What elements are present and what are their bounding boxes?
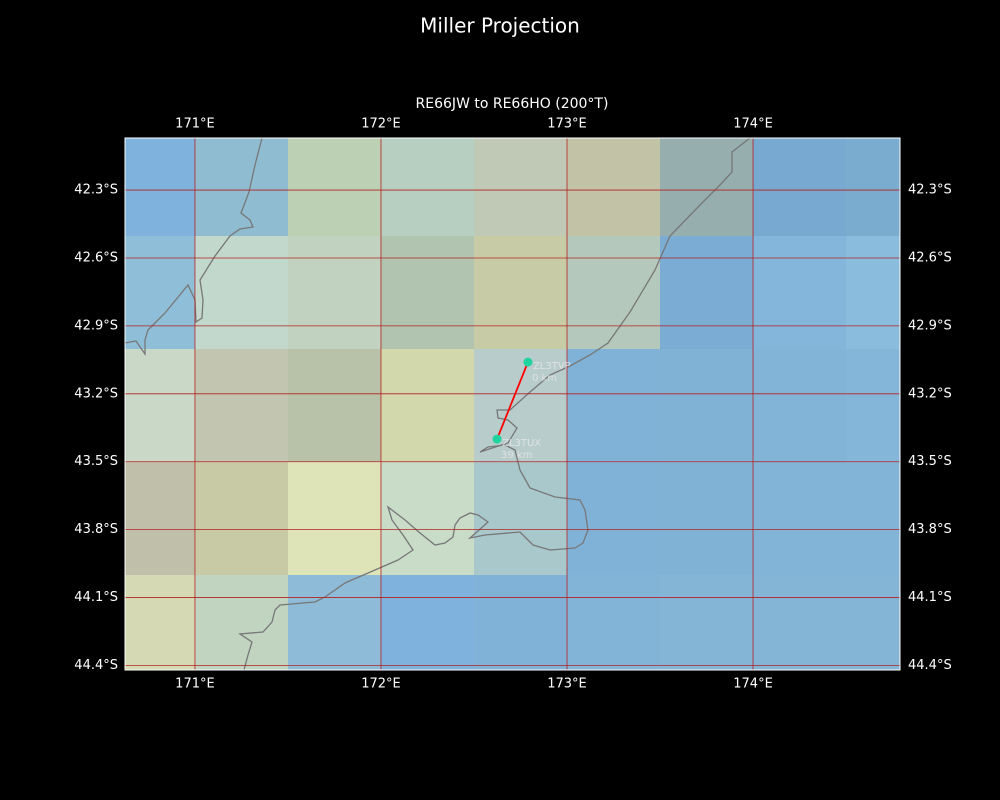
station-name: ZL3TUX — [502, 438, 541, 449]
map-tile — [195, 575, 288, 670]
map-tile — [474, 349, 567, 462]
x-tick-label: 174°E — [733, 117, 773, 132]
x-tick-label: 174°E — [733, 677, 773, 692]
y-tick-label: 43.8°S — [908, 522, 952, 537]
station-distance: 0 km — [532, 373, 557, 384]
map-tile — [195, 349, 288, 462]
map-tile — [381, 462, 474, 575]
map-tile — [846, 138, 900, 236]
map-tile — [125, 462, 195, 575]
y-tick-label: 44.1°S — [908, 590, 952, 605]
map-tile — [567, 349, 660, 462]
map-tile — [660, 138, 753, 236]
y-tick-label: 43.2°S — [908, 386, 952, 401]
map-tile — [288, 349, 381, 462]
map-tile — [381, 236, 474, 349]
map-tile — [125, 349, 195, 462]
map-tile — [125, 575, 195, 670]
map-tile — [125, 236, 195, 349]
x-tick-label: 172°E — [361, 117, 401, 132]
map-tile — [753, 575, 846, 670]
map-frame — [124, 137, 901, 671]
y-tick-label: 43.8°S — [74, 522, 118, 537]
y-tick-label: 42.6°S — [908, 250, 952, 265]
map-tile — [567, 462, 660, 575]
map-tile — [846, 236, 900, 349]
x-tick-label: 173°E — [547, 117, 587, 132]
map-tile — [474, 462, 567, 575]
map-tile — [753, 349, 846, 462]
map-tile — [288, 575, 381, 670]
map-tile — [195, 462, 288, 575]
y-tick-label: 42.9°S — [908, 318, 952, 333]
map-tile — [381, 138, 474, 236]
y-tick-label: 43.5°S — [74, 454, 118, 469]
map-tile — [660, 349, 753, 462]
coastline — [124, 137, 751, 671]
great-circle-path — [496, 361, 529, 440]
map-tile — [381, 575, 474, 670]
map-tile — [660, 462, 753, 575]
map-tile — [195, 236, 288, 349]
map-tile — [474, 575, 567, 670]
station-name: ZL3TVP — [533, 361, 571, 372]
coastline — [238, 137, 751, 671]
map-tile — [288, 236, 381, 349]
coastline — [124, 137, 263, 357]
station-marker — [523, 357, 533, 367]
map-tile — [195, 138, 288, 236]
map-tile — [753, 138, 846, 236]
y-tick-label: 44.1°S — [74, 590, 118, 605]
y-tick-label: 42.3°S — [908, 183, 952, 198]
map-tile — [474, 236, 567, 349]
station-distance: 39 km — [501, 450, 532, 461]
x-tick-label: 173°E — [547, 677, 587, 692]
station-marker — [492, 434, 502, 444]
map-tile — [474, 138, 567, 236]
imagery — [125, 138, 900, 670]
x-tick-label: 172°E — [361, 677, 401, 692]
title: Miller Projection — [420, 14, 580, 38]
y-tick-label: 42.9°S — [74, 318, 118, 333]
map-tile — [567, 575, 660, 670]
map-tile — [288, 462, 381, 575]
graticule — [125, 138, 900, 670]
x-tick-label: 171°E — [175, 117, 215, 132]
map-tile — [567, 138, 660, 236]
y-tick-label: 42.6°S — [74, 250, 118, 265]
map-tile — [288, 138, 381, 236]
subtitle: RE66JW to RE66HO (200°T) — [416, 96, 609, 112]
y-tick-label: 43.5°S — [908, 454, 952, 469]
y-tick-label: 42.3°S — [74, 183, 118, 198]
y-tick-label: 44.4°S — [908, 658, 952, 673]
map-tile — [753, 462, 846, 575]
map-tile — [660, 575, 753, 670]
map-tile — [660, 236, 753, 349]
map-tile — [753, 236, 846, 349]
y-tick-label: 43.2°S — [74, 386, 118, 401]
y-tick-label: 44.4°S — [74, 658, 118, 673]
map-tile — [846, 349, 900, 462]
map-tile — [846, 575, 900, 670]
map-tile — [381, 349, 474, 462]
map-tile — [567, 236, 660, 349]
map-tile — [846, 462, 900, 575]
x-tick-label: 171°E — [175, 677, 215, 692]
map-tile — [125, 138, 195, 236]
